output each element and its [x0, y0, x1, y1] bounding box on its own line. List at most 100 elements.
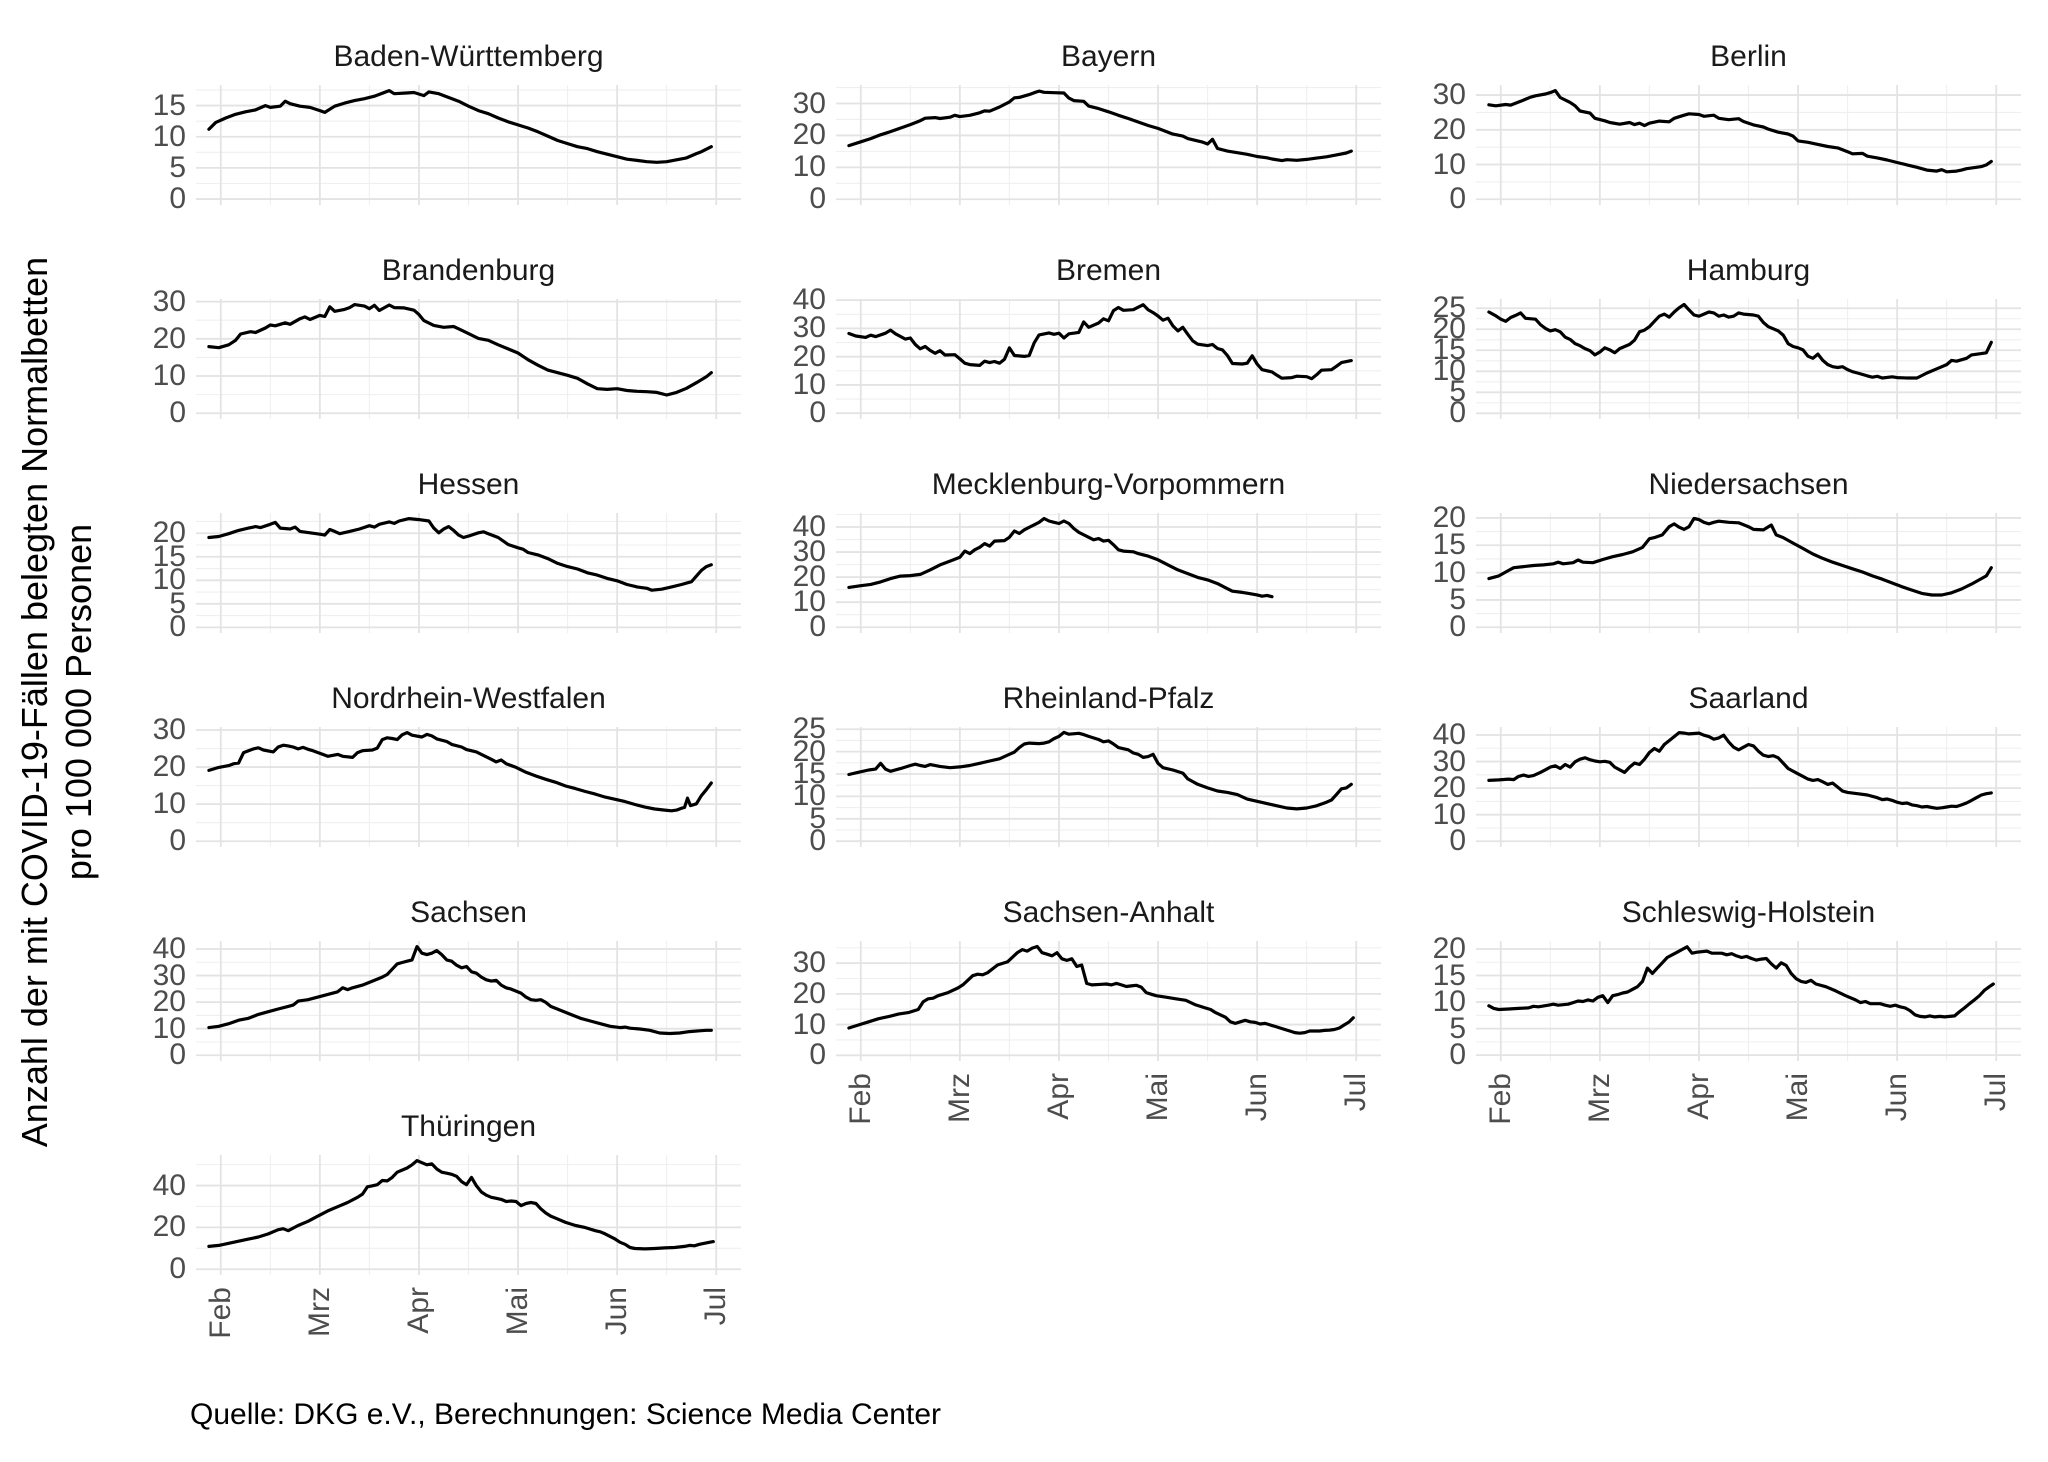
facet-title: Mecklenburg-Vorpommern — [931, 468, 1286, 501]
y-tick-label: 20 — [1432, 112, 1466, 146]
x-tick-label: Mrz — [298, 1287, 342, 1385]
x-tick-label: Feb — [839, 1073, 883, 1171]
y-tick-label: 0 — [169, 396, 186, 430]
facet-title: Niedersachsen — [1648, 468, 1849, 501]
x-tick-label-text: Mrz — [302, 1287, 336, 1337]
facet-panel — [196, 941, 741, 1061]
y-tick-label: 40 — [1432, 717, 1466, 751]
x-tick-label: Apr — [1037, 1073, 1081, 1171]
facet-panel — [836, 513, 1381, 633]
y-tick-label: 40 — [792, 283, 826, 317]
series-line — [847, 516, 1274, 599]
facet-panel — [836, 941, 1381, 1061]
y-axis-title-line2: pro 100 000 Personen — [58, 523, 99, 881]
series-line — [207, 302, 713, 397]
y-tick-label: 30 — [792, 535, 826, 569]
facet-panel — [196, 513, 741, 633]
x-tick-label-text: Jul — [699, 1287, 733, 1326]
y-tick-label: 0 — [169, 182, 186, 216]
x-tick-label-text: Jun — [1880, 1073, 1914, 1122]
y-tick-label: 5 — [1449, 582, 1466, 616]
x-tick-label: Apr — [397, 1287, 441, 1385]
x-tick-label-text: Mai — [1781, 1073, 1815, 1122]
y-tick-label: 0 — [1449, 396, 1466, 430]
y-tick-label: 10 — [1432, 555, 1466, 589]
y-tick-label: 10 — [152, 119, 186, 153]
series-line — [1487, 730, 1993, 810]
y-tick-label: 15 — [1432, 528, 1466, 562]
facet-panel — [196, 299, 741, 419]
x-tick-label: Mai — [1776, 1073, 1820, 1171]
facet-panel — [836, 727, 1381, 847]
x-tick-label-text: Feb — [203, 1287, 237, 1339]
y-tick-label: 40 — [152, 931, 186, 965]
facet-panel — [1476, 299, 2021, 419]
series-line — [1487, 88, 1993, 174]
x-tick-label: Jul — [694, 1287, 738, 1385]
y-tick-label: 10 — [792, 779, 826, 813]
y-tick-label: 15 — [1432, 333, 1466, 367]
y-tick-label: 10 — [792, 150, 826, 184]
y-tick-label: 10 — [1432, 985, 1466, 1019]
facet-panel — [1476, 727, 2021, 847]
series-line — [207, 1158, 715, 1251]
facet-title: Thüringen — [400, 1110, 537, 1143]
x-tick-label-text: Jul — [1339, 1073, 1373, 1112]
y-tick-label: 0 — [169, 824, 186, 858]
y-tick-label: 40 — [152, 1168, 186, 1202]
facet-panel — [836, 299, 1381, 419]
y-tick-label: 20 — [152, 516, 186, 550]
facet-title: Bayern — [1060, 40, 1157, 73]
x-tick-label: Mrz — [1578, 1073, 1622, 1171]
x-tick-label: Mrz — [938, 1073, 982, 1171]
y-tick-label: 30 — [792, 946, 826, 980]
x-tick-label-text: Jun — [1240, 1073, 1274, 1122]
y-tick-label: 20 — [792, 560, 826, 594]
y-tick-label: 0 — [169, 610, 186, 644]
y-tick-label: 20 — [792, 734, 826, 768]
x-tick-label-text: Feb — [843, 1073, 877, 1125]
caption-source: Quelle: DKG e.V., Berechnungen: Science … — [190, 1398, 941, 1431]
x-tick-label-text: Jul — [1979, 1073, 2013, 1112]
y-tick-label: 15 — [152, 539, 186, 573]
y-tick-label: 10 — [1432, 147, 1466, 181]
facet-panel — [196, 1155, 741, 1275]
series-line — [1487, 516, 1993, 597]
y-tick-label: 30 — [1432, 78, 1466, 112]
facet-title: Brandenburg — [381, 254, 556, 287]
y-tick-label: 20 — [152, 1210, 186, 1244]
y-tick-label: 5 — [1449, 1011, 1466, 1045]
facet-panel — [836, 85, 1381, 205]
y-tick-label: 40 — [792, 510, 826, 544]
facet-panel — [196, 727, 741, 847]
facet-panel — [1476, 85, 2021, 205]
x-tick-label: Jul — [1974, 1073, 2018, 1171]
y-tick-label: 5 — [809, 801, 826, 835]
series-line — [207, 944, 713, 1036]
y-tick-label: 20 — [152, 985, 186, 1019]
facet-title: Bremen — [1055, 254, 1162, 287]
facet-panel — [1476, 941, 2021, 1061]
facet-panel — [196, 85, 741, 205]
y-tick-label: 15 — [1432, 958, 1466, 992]
y-tick-label: 0 — [809, 610, 826, 644]
y-tick-label: 10 — [792, 367, 826, 401]
y-tick-label: 0 — [1449, 610, 1466, 644]
y-tick-label: 10 — [1432, 354, 1466, 388]
facet-title: Nordrhein-Westfalen — [331, 682, 606, 715]
facet-title: Sachsen — [410, 896, 527, 929]
y-tick-label: 0 — [809, 182, 826, 216]
x-tick-label: Apr — [1677, 1073, 1721, 1171]
y-tick-label: 15 — [792, 757, 826, 790]
y-tick-label: 0 — [1449, 1038, 1466, 1072]
y-tick-label: 20 — [152, 321, 186, 355]
x-tick-label-text: Apr — [401, 1287, 435, 1334]
x-tick-label-text: Apr — [1681, 1073, 1715, 1120]
series-line — [847, 303, 1353, 381]
y-tick-label: 0 — [169, 1038, 186, 1072]
series-line — [1487, 302, 1993, 380]
y-tick-label: 10 — [152, 563, 186, 597]
facet-panel — [1476, 513, 2021, 633]
y-tick-label: 0 — [809, 824, 826, 858]
